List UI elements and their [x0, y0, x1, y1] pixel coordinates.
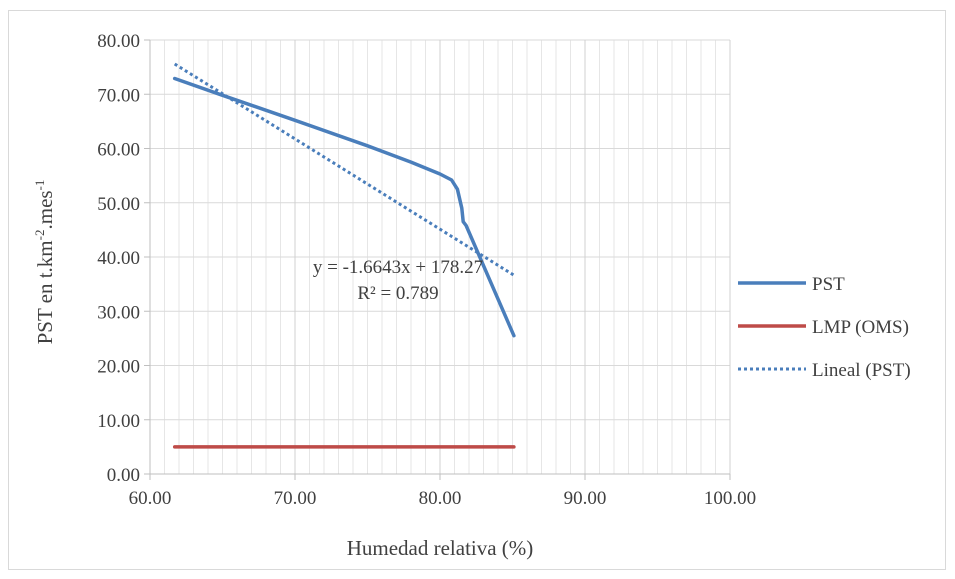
series-layer — [172, 62, 516, 449]
y-tick-label: 30.00 — [97, 302, 140, 323]
y-tick-label: 80.00 — [97, 31, 140, 52]
y-tick-label: 20.00 — [97, 357, 140, 378]
x-tick-label: 80.00 — [419, 488, 462, 509]
y-axis-title-main: PST en t.km — [33, 240, 57, 344]
x-tick-label: 100.00 — [704, 488, 756, 509]
legend-label-2: LMP (OMS) — [812, 317, 909, 338]
legend-label-3: Lineal (PST) — [812, 360, 911, 381]
y-tick-label: 70.00 — [97, 85, 140, 106]
legend: PST LMP (OMS) Lineal (PST) — [738, 274, 911, 381]
y-axis-title-mid: .mes — [33, 190, 57, 229]
trendline-equation: y = -1.6643x + 178.27 — [313, 257, 483, 278]
series-line-3 — [173, 62, 515, 277]
x-axis-title: Humedad relativa (%) — [347, 536, 534, 560]
y-axis-title: PST en t.km-2.mes-1 — [32, 180, 57, 345]
axis-layer: 0.00 10.00 20.00 30.00 40.00 50.00 60.00 70.00 8… — [97, 31, 756, 509]
series-line-1 — [172, 76, 516, 338]
y-tick-label: 0.00 — [107, 465, 140, 486]
trendline-r2: R² = 0.789 — [357, 283, 438, 304]
y-axis-title-sup2: -1 — [32, 180, 47, 191]
y-axis-title-sup1: -2 — [32, 230, 47, 241]
x-tick-label: 60.00 — [129, 488, 172, 509]
x-tick-label: 90.00 — [564, 488, 607, 509]
legend-label-1: PST — [812, 274, 845, 295]
y-tick-label: 60.00 — [97, 140, 140, 161]
y-tick-label: 50.00 — [97, 194, 140, 215]
x-tick-label: 70.00 — [274, 488, 317, 509]
y-tick-label: 10.00 — [97, 411, 140, 432]
y-tick-label: 40.00 — [97, 248, 140, 269]
